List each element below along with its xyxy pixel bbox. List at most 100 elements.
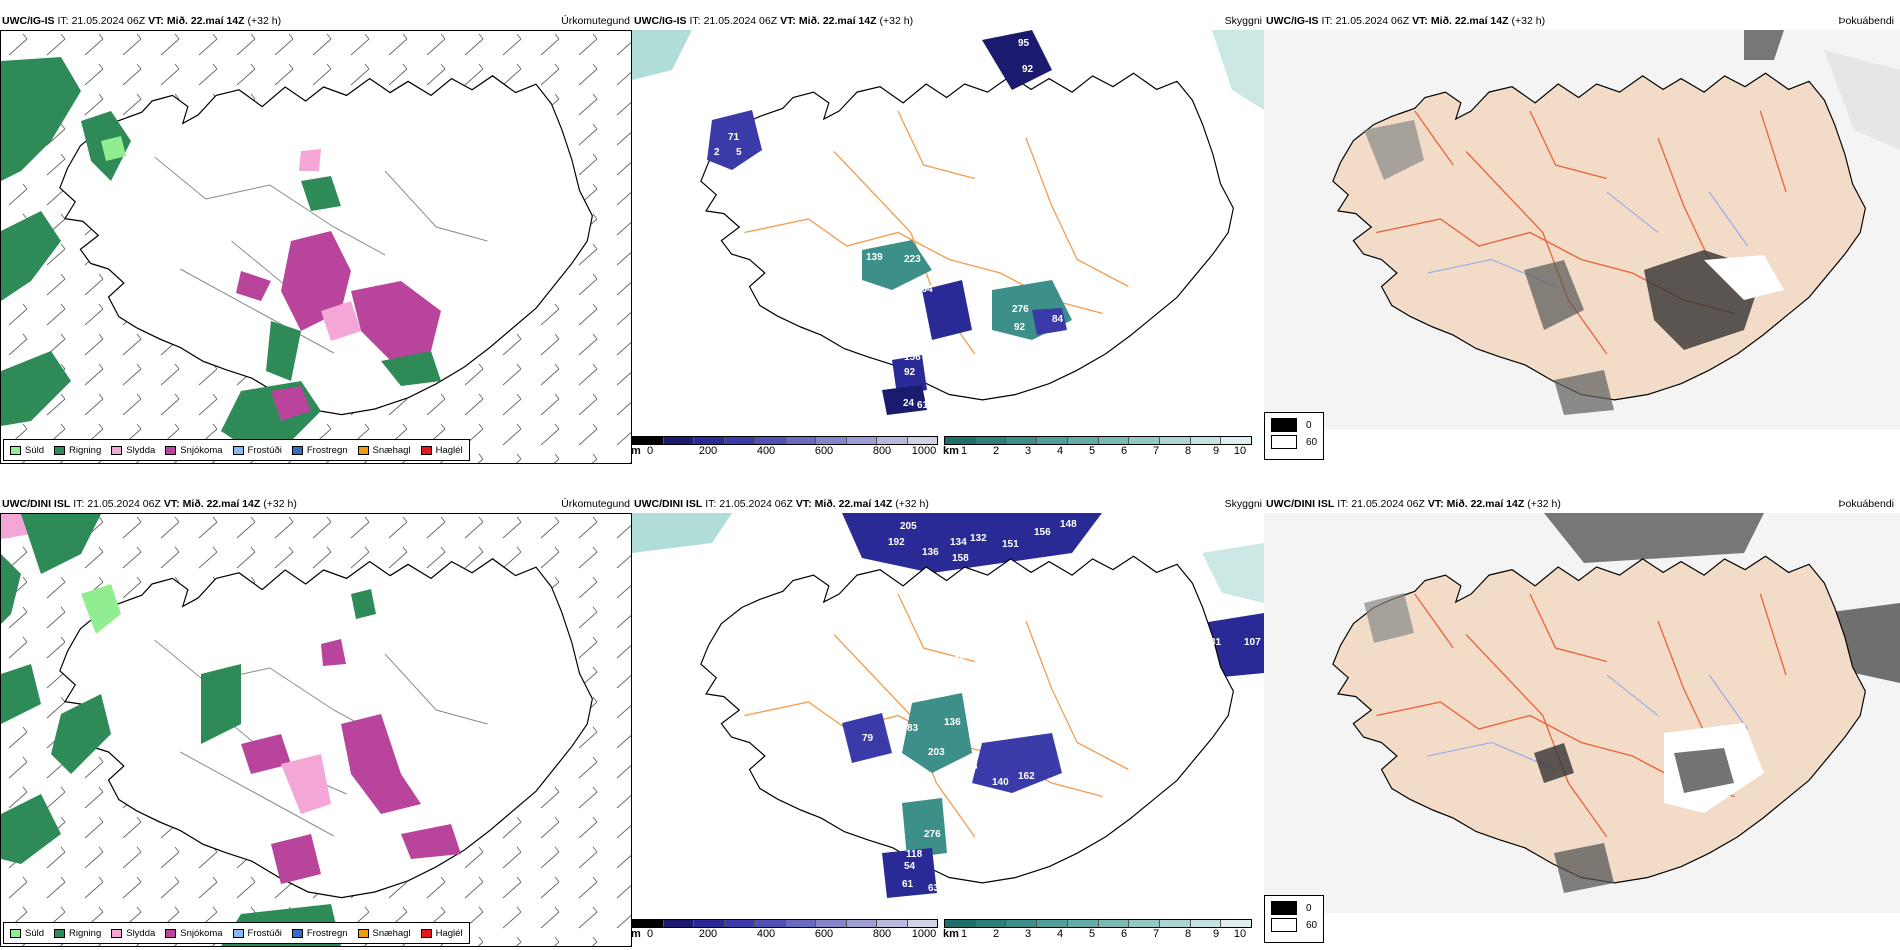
colorbar-cell	[724, 920, 755, 927]
tick-label: 200	[698, 445, 718, 457]
cloud-label: 134	[950, 537, 967, 548]
lead-time: (+32 h)	[895, 498, 929, 510]
cloud-label: 2	[714, 147, 720, 158]
it-label: IT:	[1321, 15, 1333, 27]
cloud-label: 140	[992, 777, 1009, 788]
fog-legend-item: 60	[1271, 435, 1323, 449]
fog-indicator-panel-2: UWC/DINI ISL IT: 21.05.2024 06Z VT: Mið.…	[1264, 495, 1900, 947]
colorbars: m 0 200 400 600 800 1000	[632, 436, 1252, 458]
cloud-label: 63	[928, 883, 940, 894]
legend-item: Haglél	[420, 445, 463, 456]
vt-label: VT:	[163, 498, 180, 510]
cloud-label: 148	[1060, 519, 1077, 530]
vt-label: VT:	[795, 498, 812, 510]
panel-name: Skyggni	[1224, 15, 1262, 27]
colorbar-cell	[945, 437, 976, 444]
cloudbase-swatches	[632, 436, 938, 445]
cloud-label: 276	[924, 829, 941, 840]
legend-swatch	[54, 445, 66, 455]
tick-label: 5	[1088, 928, 1096, 940]
cloudbase-colorbar: m 0 200 400 600 800 1000	[632, 436, 938, 458]
colorbar-cell	[755, 437, 786, 444]
it-label: IT:	[57, 15, 69, 27]
cloud-label: 136	[922, 547, 939, 558]
fog-legend-label: 0	[1306, 419, 1312, 431]
legend-item: Snjókoma	[165, 445, 223, 456]
tick-label: 7	[1152, 928, 1160, 940]
cloud-label: 107	[1090, 531, 1107, 542]
tick-label: 3	[1024, 445, 1032, 457]
precip-legend: Súld Rigning Slydda Snjókoma Frostúði Fr…	[3, 922, 470, 944]
legend-item: Snæhagl	[357, 927, 411, 939]
model-name: UWC/IG-IS	[634, 15, 687, 27]
legend-label: Snæhagl	[372, 927, 411, 939]
precip-type-panel-2: UWC/DINI ISL IT: 21.05.2024 06Z VT: Mið.…	[0, 495, 632, 947]
it-value: 21.05.2024 06Z	[1335, 15, 1410, 27]
vt-value: Mið. 22.maí 14Z	[166, 15, 245, 27]
colorbar-cell	[816, 437, 847, 444]
tick-label: 3	[1024, 928, 1032, 940]
colorbar-cell	[694, 437, 725, 444]
precip-map-canvas	[1, 31, 631, 463]
legend-item: Súld	[10, 928, 44, 939]
tick-label: 10	[1233, 928, 1247, 940]
cloud-label: 84	[1052, 314, 1064, 325]
colorbar-cell	[724, 437, 755, 444]
model-name: UWC/IG-IS	[1266, 15, 1319, 27]
tick-label: 800	[872, 928, 892, 940]
legend-label: Súld	[25, 444, 45, 456]
visibility-ticks: 1 2 3 4 5 6 7 8 9 10	[944, 445, 1252, 458]
cloudbase-unit: m	[632, 928, 641, 940]
visibility-colorbar: km 1 2 3 4 5 6 7 8 9 10	[943, 919, 1252, 941]
legend-label: Haglél	[435, 927, 463, 939]
cloud-label: 71	[728, 132, 740, 143]
legend-item: Frostúði	[232, 928, 282, 939]
legend-swatch	[165, 445, 177, 455]
tick-label: 0	[646, 928, 654, 940]
cloudbase-swatches	[632, 919, 938, 928]
colorbar-cell	[975, 437, 1007, 444]
it-value: 21.05.2024 06Z	[703, 15, 778, 27]
it-label: IT:	[1337, 498, 1349, 510]
cloud-map: 95 92 71 2 5 1 128 139 223 164 272 11 27…	[632, 30, 1264, 430]
vt-label: VT:	[148, 15, 164, 27]
lead-time: (+32 h)	[1527, 498, 1561, 510]
panel-name: Úrkomutegund	[561, 498, 630, 510]
cloud-label: 31	[1210, 637, 1222, 648]
colorbars: m 0 200 400 600 800 1000	[632, 919, 1252, 941]
legend-label: Rigning	[69, 927, 102, 939]
colorbar-cell	[907, 437, 937, 444]
legend-label: Slydda	[126, 444, 156, 456]
colorbar-cell	[785, 920, 816, 927]
vt-value: Mið. 22.maí 14Z	[182, 498, 261, 510]
precip-map-canvas	[1, 514, 631, 946]
visibility-unit: km	[943, 928, 959, 940]
legend-swatch	[232, 928, 244, 938]
colorbar-cell	[907, 920, 937, 927]
precip-map	[0, 513, 632, 947]
colorbar-cell	[663, 437, 694, 444]
cloud-label: 5	[736, 147, 742, 158]
cloud-label: 128	[934, 227, 951, 238]
tick-label: 600	[814, 445, 834, 457]
vt-label: VT:	[1412, 15, 1428, 27]
legend-label: Frostregn	[306, 444, 348, 456]
colorbar-cell	[877, 437, 908, 444]
cloud-label: 61	[902, 879, 914, 890]
cloud-label: 95	[1018, 38, 1030, 49]
legend-item: Snæhagl	[357, 445, 411, 456]
tick-label: 9	[1212, 928, 1220, 940]
colorbar-cell	[1067, 920, 1099, 927]
legend-swatch	[291, 445, 303, 455]
cloudbase-ticks: 0 200 400 600 800 1000	[632, 445, 938, 458]
it-value: 21.05.2024 06Z	[719, 498, 793, 510]
legend-label: Frostúði	[247, 444, 282, 456]
colorbar-cell	[1159, 437, 1191, 444]
cloudbase-colorbar: m 0 200 400 600 800 1000	[632, 919, 938, 941]
cloud-label: 107	[1244, 637, 1261, 648]
colorbar-cell	[846, 920, 877, 927]
cloud-label: 118	[906, 849, 923, 860]
tick-label: 200	[698, 928, 718, 940]
colorbar-cell	[1221, 437, 1252, 444]
legend-swatch	[165, 928, 177, 938]
